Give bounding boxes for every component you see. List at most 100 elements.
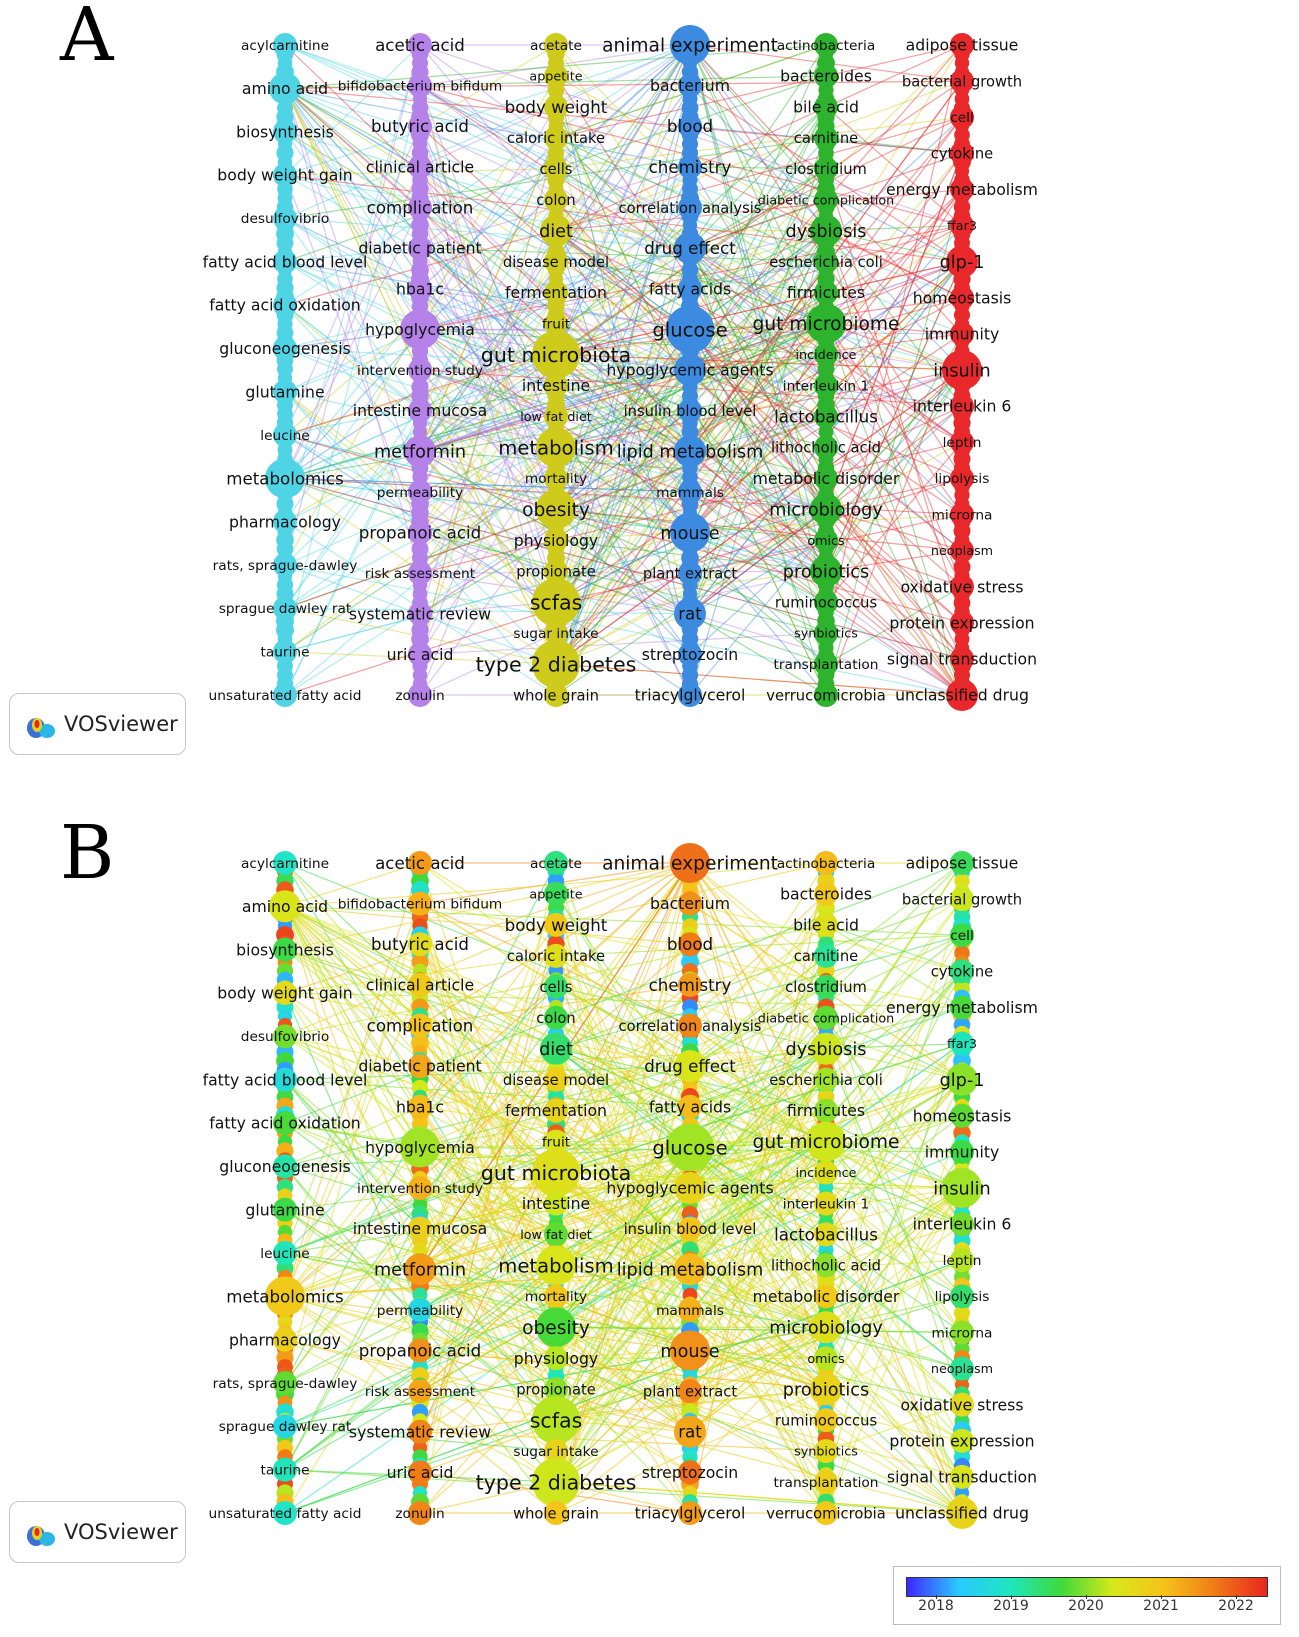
- term-node[interactable]: [273, 293, 297, 317]
- term-node[interactable]: [678, 276, 702, 301]
- term-node[interactable]: [950, 1392, 974, 1417]
- term-node[interactable]: [544, 187, 568, 212]
- term-node[interactable]: [950, 502, 974, 527]
- term-node[interactable]: [814, 1098, 838, 1123]
- term-node[interactable]: [946, 1063, 978, 1096]
- term-node[interactable]: [544, 156, 568, 181]
- term-node[interactable]: [950, 923, 974, 948]
- term-node[interactable]: [814, 125, 838, 150]
- term-node[interactable]: [408, 1460, 432, 1485]
- term-node[interactable]: [400, 1127, 440, 1168]
- term-node[interactable]: [678, 683, 702, 707]
- term-node[interactable]: [540, 214, 572, 247]
- term-node[interactable]: [408, 932, 432, 957]
- term-node[interactable]: [950, 646, 974, 671]
- term-node[interactable]: [946, 245, 978, 278]
- term-node[interactable]: [408, 642, 432, 667]
- term-node[interactable]: [544, 1501, 568, 1525]
- term-node[interactable]: [810, 1311, 842, 1344]
- term-node[interactable]: [408, 398, 432, 423]
- term-node[interactable]: [408, 851, 432, 875]
- term-node[interactable]: [678, 1094, 702, 1119]
- term-node[interactable]: [544, 249, 568, 274]
- term-node[interactable]: [814, 1501, 838, 1525]
- term-node[interactable]: [544, 1191, 568, 1216]
- term-node[interactable]: [404, 1253, 436, 1286]
- term-node[interactable]: [814, 1067, 838, 1092]
- term-node[interactable]: [544, 1222, 568, 1247]
- term-node[interactable]: [814, 528, 838, 553]
- term-node[interactable]: [678, 398, 702, 423]
- term-node[interactable]: [544, 1439, 568, 1464]
- term-node[interactable]: [674, 1253, 706, 1286]
- term-node[interactable]: [950, 1212, 974, 1237]
- term-node[interactable]: [950, 887, 974, 912]
- term-node[interactable]: [273, 683, 297, 707]
- term-node[interactable]: [814, 33, 838, 57]
- term-node[interactable]: [408, 195, 432, 220]
- term-node[interactable]: [544, 1129, 568, 1154]
- term-node[interactable]: [814, 280, 838, 305]
- term-node[interactable]: [950, 285, 974, 310]
- term-node[interactable]: [273, 379, 297, 404]
- term-node[interactable]: [273, 639, 297, 664]
- term-node[interactable]: [814, 435, 838, 460]
- term-node[interactable]: [273, 1197, 297, 1222]
- term-node[interactable]: [950, 610, 974, 635]
- term-node[interactable]: [544, 94, 568, 119]
- term-node[interactable]: [678, 561, 702, 586]
- term-node[interactable]: [544, 851, 568, 875]
- term-node[interactable]: [806, 303, 846, 344]
- term-node[interactable]: [273, 1024, 297, 1049]
- term-node[interactable]: [814, 590, 838, 615]
- term-node[interactable]: [544, 912, 568, 937]
- term-node[interactable]: [674, 1050, 706, 1083]
- term-node[interactable]: [273, 249, 297, 274]
- term-node[interactable]: [408, 1338, 432, 1363]
- term-node[interactable]: [532, 640, 580, 689]
- term-node[interactable]: [544, 404, 568, 429]
- term-node[interactable]: [814, 974, 838, 999]
- term-node[interactable]: [408, 891, 432, 916]
- term-node[interactable]: [544, 125, 568, 150]
- term-node[interactable]: [814, 851, 838, 875]
- term-node[interactable]: [408, 1501, 432, 1525]
- term-node[interactable]: [532, 1396, 580, 1445]
- term-node[interactable]: [536, 489, 576, 530]
- term-node[interactable]: [273, 509, 297, 534]
- term-node[interactable]: [544, 881, 568, 906]
- term-node[interactable]: [544, 33, 568, 57]
- term-node[interactable]: [950, 1320, 974, 1345]
- term-node[interactable]: [810, 493, 842, 526]
- term-node[interactable]: [950, 1139, 974, 1164]
- term-node[interactable]: [544, 1067, 568, 1092]
- term-node[interactable]: [814, 187, 838, 212]
- term-node[interactable]: [950, 1356, 974, 1381]
- term-node[interactable]: [814, 1408, 838, 1433]
- term-node[interactable]: [408, 683, 432, 707]
- term-node[interactable]: [678, 1013, 702, 1038]
- term-node[interactable]: [273, 1111, 297, 1135]
- term-node[interactable]: [536, 1245, 576, 1286]
- term-node[interactable]: [670, 25, 710, 65]
- term-node[interactable]: [265, 1276, 305, 1317]
- term-node[interactable]: [536, 427, 576, 468]
- term-node[interactable]: [408, 73, 432, 98]
- term-node[interactable]: [273, 119, 297, 144]
- term-node[interactable]: [678, 1460, 702, 1485]
- term-node[interactable]: [950, 995, 974, 1020]
- term-node[interactable]: [814, 1439, 838, 1464]
- term-node[interactable]: [544, 974, 568, 999]
- term-node[interactable]: [678, 1216, 702, 1241]
- term-node[interactable]: [408, 154, 432, 179]
- term-node[interactable]: [408, 1013, 432, 1038]
- term-node[interactable]: [950, 851, 974, 875]
- term-node[interactable]: [273, 423, 297, 447]
- term-node[interactable]: [532, 330, 580, 379]
- term-node[interactable]: [408, 358, 432, 382]
- term-node[interactable]: [950, 430, 974, 455]
- network-map-a[interactable]: acylcarnitine amino acid biosynthesis body …: [0, 0, 1299, 800]
- term-node[interactable]: [670, 1330, 710, 1371]
- term-node[interactable]: [544, 528, 568, 553]
- term-node[interactable]: [273, 1241, 297, 1265]
